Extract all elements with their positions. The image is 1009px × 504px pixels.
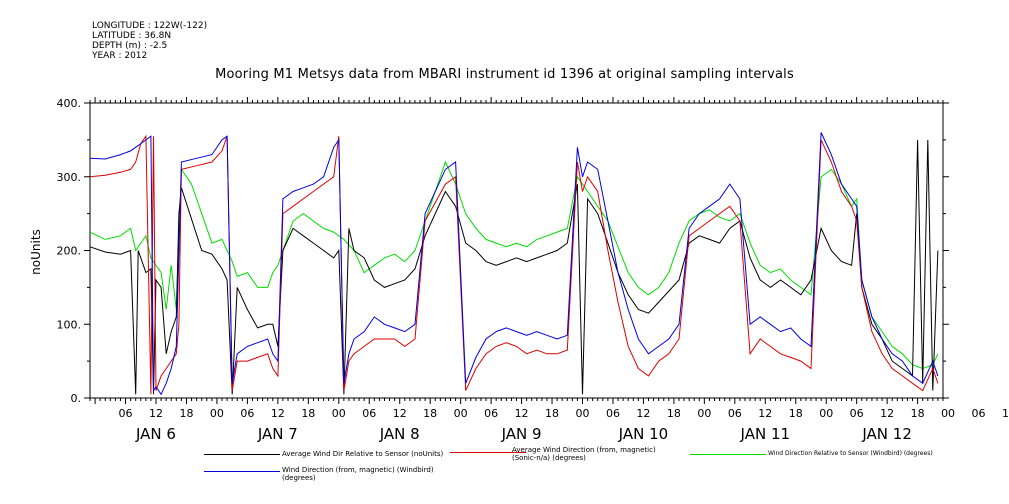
x-hour-label: 00 <box>697 407 711 420</box>
x-hour-label: 12 <box>149 407 163 420</box>
legend-label-red: Average Wind Direction (from, magnetic) … <box>512 446 656 462</box>
x-hour-label: 18 <box>179 407 193 420</box>
x-hour-label: 06 <box>850 407 864 420</box>
series-line-red <box>89 134 939 395</box>
latitude-text: LATITUDE : 36.8N <box>92 31 172 41</box>
y-tick-label: 400. <box>57 97 82 110</box>
x-hour-label: 12 <box>636 407 650 420</box>
chart-title: Mooring M1 Metsys data from MBARI instru… <box>215 67 794 82</box>
x-hour-label: 18 <box>301 407 315 420</box>
x-hour-label: 12 <box>1002 407 1009 420</box>
x-day-label: JAN 7 <box>257 425 298 443</box>
legend-label-green: Wind Direction Relative to Sensor (Windb… <box>768 450 933 457</box>
x-hour-label: 06 <box>119 407 133 420</box>
x-hour-label: 12 <box>758 407 772 420</box>
legend-swatch-black <box>204 454 280 455</box>
x-hour-label: 06 <box>484 407 498 420</box>
x-hour-label: 00 <box>941 407 955 420</box>
year-text: YEAR : 2012 <box>92 51 148 61</box>
x-day-label: JAN 8 <box>379 425 420 443</box>
x-hour-label: 06 <box>606 407 620 420</box>
x-hour-label: 06 <box>362 407 376 420</box>
legend-label-black: Average Wind Dir Relative to Sensor (noU… <box>282 450 444 458</box>
x-hour-label: 00 <box>576 407 590 420</box>
x-day-label: JAN 11 <box>740 425 791 443</box>
x-hour-label: 12 <box>393 407 407 420</box>
axes: 0. 100. 200. 300. 400. 06 12 18 00 06 12 18 00 06 12 18… <box>57 97 1009 443</box>
series-line-green <box>89 160 939 370</box>
x-day-label: JAN 9 <box>501 425 542 443</box>
x-hour-label: 18 <box>423 407 437 420</box>
series-line-blue <box>89 132 939 396</box>
y-tick-label: 300. <box>57 171 82 184</box>
x-hour-label: 18 <box>545 407 559 420</box>
x-day-label: JAN 6 <box>135 425 176 443</box>
legend-swatch-blue <box>204 471 280 472</box>
y-tick-label: 200. <box>57 245 82 258</box>
y-axis-label: noUnits <box>29 229 43 275</box>
legend-swatch-green <box>690 454 766 455</box>
x-day-label: JAN 10 <box>618 425 669 443</box>
y-tick-label: 0. <box>71 392 82 405</box>
y-tick-label: 100. <box>57 318 82 331</box>
x-hour-label: 00 <box>819 407 833 420</box>
x-hour-label: 12 <box>271 407 285 420</box>
x-hour-label: 00 <box>454 407 468 420</box>
x-hour-label: 06 <box>972 407 986 420</box>
x-hour-label: 18 <box>789 407 803 420</box>
x-hour-label: 06 <box>240 407 254 420</box>
longitude-text: LONGITUDE : 122W(-122) <box>92 21 208 31</box>
legend-swatch-red <box>450 452 526 453</box>
x-hour-label: 18 <box>667 407 681 420</box>
series-layer <box>89 132 939 396</box>
metadata-block: LONGITUDE : 122W(-122) LATITUDE : 36.8N … <box>92 21 207 61</box>
x-hour-label: 12 <box>880 407 894 420</box>
series-line-black <box>89 139 939 395</box>
x-hour-label: 00 <box>210 407 224 420</box>
depth-text: DEPTH (m) : -2.5 <box>92 41 168 51</box>
x-hour-label: 00 <box>332 407 346 420</box>
legend-label-blue: Wind Direction (from, magnetic) (Windbir… <box>282 466 434 482</box>
x-hour-label: 06 <box>728 407 742 420</box>
x-day-label: JAN 12 <box>861 425 912 443</box>
x-hour-label: 18 <box>911 407 925 420</box>
x-hour-label: 12 <box>515 407 529 420</box>
